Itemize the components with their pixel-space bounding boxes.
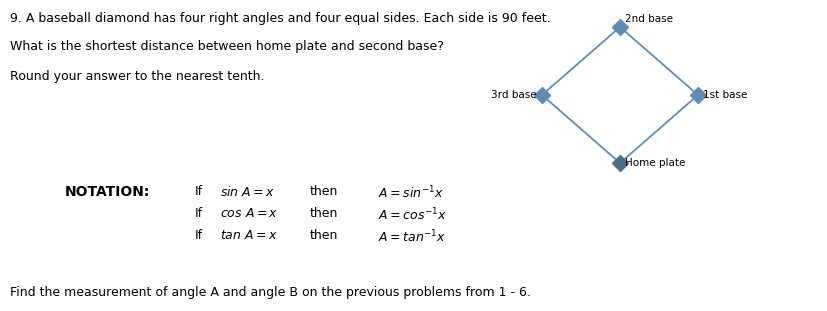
Text: then: then bbox=[309, 185, 338, 198]
Text: If: If bbox=[195, 207, 203, 220]
Text: $A = \mathit{tan}^{-1}x$: $A = \mathit{tan}^{-1}x$ bbox=[378, 229, 446, 246]
Text: 1st base: 1st base bbox=[702, 90, 747, 100]
Text: 2nd base: 2nd base bbox=[624, 14, 672, 24]
Text: $\mathit{cos}\ A = x$: $\mathit{cos}\ A = x$ bbox=[220, 207, 278, 220]
Text: NOTATION:: NOTATION: bbox=[65, 185, 151, 199]
Text: Home plate: Home plate bbox=[624, 158, 685, 168]
Text: $\mathit{sin}\ A = x$: $\mathit{sin}\ A = x$ bbox=[220, 185, 275, 199]
Text: 3rd base: 3rd base bbox=[490, 90, 537, 100]
Text: then: then bbox=[309, 207, 338, 220]
Text: then: then bbox=[309, 229, 338, 242]
Text: $A = \mathit{cos}^{-1}x$: $A = \mathit{cos}^{-1}x$ bbox=[378, 207, 447, 224]
Text: What is the shortest distance between home plate and second base?: What is the shortest distance between ho… bbox=[10, 40, 443, 53]
Text: If: If bbox=[195, 185, 203, 198]
Text: If: If bbox=[195, 229, 203, 242]
Text: $\mathit{tan}\ A = x$: $\mathit{tan}\ A = x$ bbox=[220, 229, 278, 242]
Text: $A = \mathit{sin}^{-1}x$: $A = \mathit{sin}^{-1}x$ bbox=[378, 185, 443, 202]
Text: Round your answer to the nearest tenth.: Round your answer to the nearest tenth. bbox=[10, 70, 264, 83]
Text: Find the measurement of angle A and angle B on the previous problems from 1 - 6.: Find the measurement of angle A and angl… bbox=[10, 286, 530, 299]
Text: 9. A baseball diamond has four right angles and four equal sides. Each side is 9: 9. A baseball diamond has four right ang… bbox=[10, 12, 550, 25]
